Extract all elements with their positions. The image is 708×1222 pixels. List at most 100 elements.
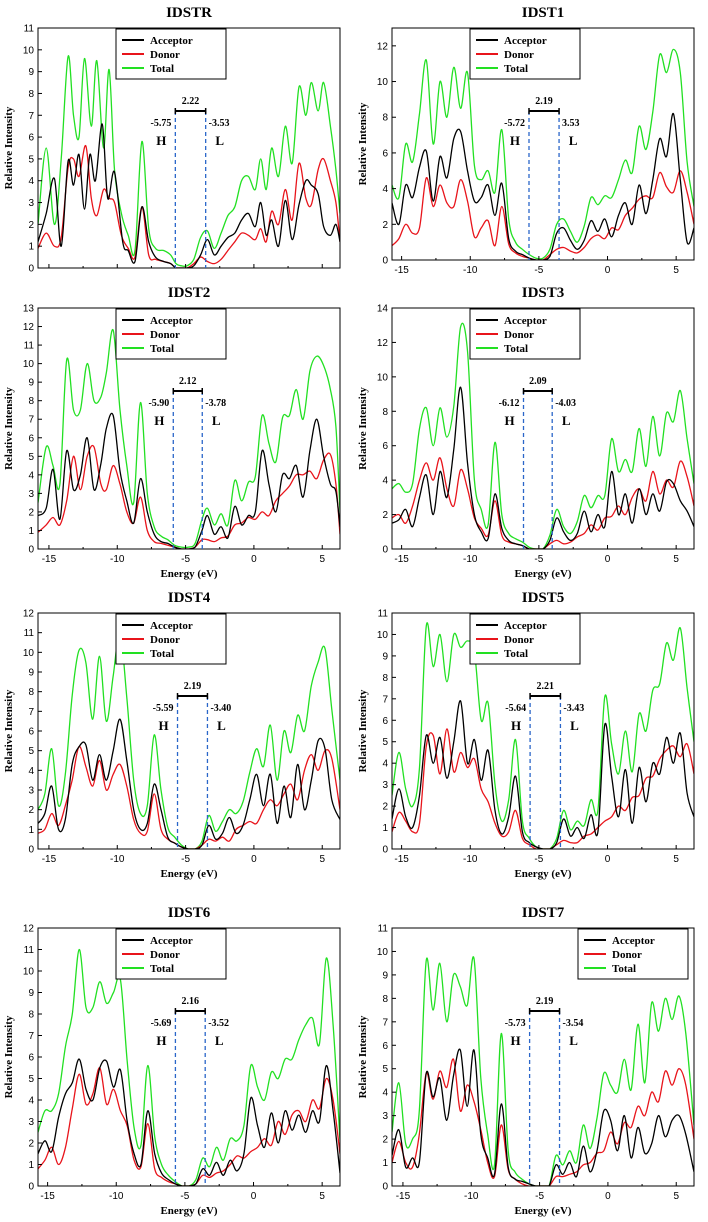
idst5-chart-svg: IDST5 0 1 2 3 4 5 6 7 8 9 10 11 -15 -10 -5 0 5 Relative In…	[357, 590, 695, 880]
idst1-plot-frame	[391, 27, 695, 261]
idst3-y-tick-label: 10	[377, 372, 389, 383]
idst4-y-tick-label: 7	[28, 707, 34, 718]
idst6-y-tick-label: 1	[28, 1160, 34, 1171]
idst5-series-acceptor-line	[392, 700, 694, 849]
idst2-y-tick-label: 10	[23, 359, 35, 370]
idst2-y-tick-label: 7	[28, 415, 34, 426]
idst7-x-tick-label: 0	[605, 1191, 611, 1202]
idst4-y-tick-label: 0	[28, 845, 34, 856]
idst7-gap-label: 2.19	[536, 996, 554, 1007]
idst1-y-tick-label: 12	[377, 41, 389, 52]
idst6-lumo-value: -3.52	[208, 1018, 229, 1029]
idst4-x-tick-label: -5	[181, 854, 190, 865]
idst1-x-tick-label: -10	[463, 265, 478, 276]
idst4-x-tick-label: -15	[42, 854, 57, 865]
idst3-legend-label-acceptor: Acceptor	[504, 315, 547, 327]
idst1-homo-value: -5.72	[504, 118, 525, 129]
idst1-x-tick-label: 0	[605, 265, 611, 276]
idst7-y-axis-label: Relative Intensity	[357, 1015, 369, 1098]
idst3-legend-label-total: Total	[504, 343, 528, 355]
idst4-y-tick-label: 4	[28, 766, 34, 777]
idst4-y-tick-label: 1	[28, 825, 34, 836]
idst3-x-tick-label: -5	[534, 554, 543, 565]
idst4-y-tick-label: 10	[23, 648, 35, 659]
idstr-y-tick-label: 9	[28, 67, 34, 78]
idst4-y-tick-label: 5	[28, 746, 34, 757]
idst1-x-tick-label: 5	[673, 265, 679, 276]
idst6-y-tick-label: 3	[28, 1117, 34, 1128]
idst7-x-tick-label: 5	[673, 1191, 679, 1202]
idst4-series-acceptor-line	[38, 718, 340, 849]
idst2-y-tick-label: 6	[28, 433, 34, 444]
idst1-y-tick-label: 0	[382, 256, 388, 267]
idst2-y-tick-label: 11	[24, 341, 35, 352]
idst1-x-tick-label: -15	[394, 265, 409, 276]
idst2-homo-letter: H	[154, 413, 164, 428]
idst3-x-tick-label: -10	[463, 554, 478, 565]
idst4-x-tick-label: 5	[319, 854, 325, 865]
idst2-x-tick-label: 0	[251, 554, 257, 565]
idst6-gap-label: 2.16	[182, 996, 200, 1007]
idst5-legend-label-acceptor: Acceptor	[504, 620, 547, 632]
idstr-y-tick-label: 4	[28, 176, 34, 187]
idst5-x-tick-label: -10	[463, 854, 478, 865]
idst5-y-tick-label: 8	[382, 673, 388, 684]
idst3-legend-label-donor: Donor	[504, 329, 534, 341]
idstr-y-tick-label: 11	[24, 24, 35, 35]
idst3-y-tick-label: 8	[382, 407, 388, 418]
idst7-homo-letter: H	[511, 1033, 521, 1048]
idst3-homo-value: -6.12	[499, 398, 520, 409]
idstr-series-donor-line	[38, 145, 340, 268]
idst4-series-donor-line	[38, 745, 340, 849]
idst3-y-tick-label: 2	[382, 510, 388, 521]
idstr-lumo-value: -3.53	[209, 118, 230, 129]
idstr-y-axis-label: Relative Intensity	[3, 106, 15, 189]
idst5-y-tick-label: 10	[377, 630, 389, 641]
idst3-chart-svg: IDST3 0 2 4 6 8 10 12 14 -15 -10 -5 0 5 Relative Inten…	[357, 285, 695, 580]
idst6-homo-letter: H	[156, 1033, 166, 1048]
idst7-y-tick-label: 8	[382, 994, 388, 1005]
idstr-legend-label-donor: Donor	[150, 49, 180, 61]
idst5-homo-value: -5.64	[505, 703, 526, 714]
idst3-plot-frame	[391, 307, 695, 550]
idst4-gap-label: 2.19	[184, 681, 202, 692]
idst1-legend-label-acceptor: Acceptor	[504, 35, 547, 47]
idst4-series-total-line	[38, 632, 340, 849]
idst1-series-donor-line	[392, 170, 694, 260]
idst7-y-tick-label: 1	[382, 1158, 388, 1169]
idst1-y-axis-label: Relative Intensity	[357, 102, 369, 185]
idst3-x-axis-label: Energy (eV)	[514, 568, 571, 580]
idst6-y-tick-label: 7	[28, 1031, 34, 1042]
idst4-x-axis-label: Energy (eV)	[160, 868, 217, 880]
idst4-y-tick-label: 3	[28, 786, 34, 797]
idst5-lumo-value: -3.43	[563, 703, 584, 714]
idst1-chart-svg: IDST1 0 2 4 6 8 10 12 -15 -10 -5 0 5 Relative Intensi…	[357, 5, 695, 276]
idstr-y-tick-label: 0	[28, 264, 34, 275]
idst5-chart-title: IDST5	[522, 590, 565, 606]
idst2-y-tick-label: 8	[28, 396, 34, 407]
idst6-homo-value: -5.69	[151, 1018, 172, 1029]
idst7-chart-svg: IDST7 0 1 2 3 4 5 6 7 8 9 10 11 -15 -10 -5 0 5 Relative In…	[357, 905, 695, 1217]
idst6-y-tick-label: 11	[24, 945, 35, 956]
idst7-legend-label-donor: Donor	[612, 949, 642, 961]
idst7-lumo-letter: L	[569, 1033, 578, 1048]
idst1-x-tick-label: -5	[534, 265, 543, 276]
idst5-y-tick-label: 3	[382, 780, 388, 791]
idst2-x-tick-label: -15	[42, 554, 57, 565]
idst7-y-tick-label: 7	[382, 1017, 388, 1028]
idst4-x-tick-label: -10	[110, 854, 125, 865]
idst7-x-tick-label: -15	[396, 1191, 411, 1202]
idst3-y-axis-label: Relative Intensity	[357, 387, 369, 470]
idst5-gap-label: 2.21	[537, 681, 555, 692]
idst4-homo-value: -5.59	[153, 703, 174, 714]
idst6-y-tick-label: 2	[28, 1139, 34, 1150]
idst3-gap-label: 2.09	[529, 376, 547, 387]
idst2-legend-label-donor: Donor	[150, 329, 180, 341]
idstr-series-total-line	[38, 55, 340, 268]
idst6-x-axis-label: Energy (eV)	[160, 1205, 217, 1217]
idst7-y-tick-label: 3	[382, 1111, 388, 1122]
idst3-lumo-value: -4.03	[555, 398, 576, 409]
idst3-y-tick-label: 4	[382, 476, 388, 487]
idst5-plot-frame	[391, 612, 695, 850]
